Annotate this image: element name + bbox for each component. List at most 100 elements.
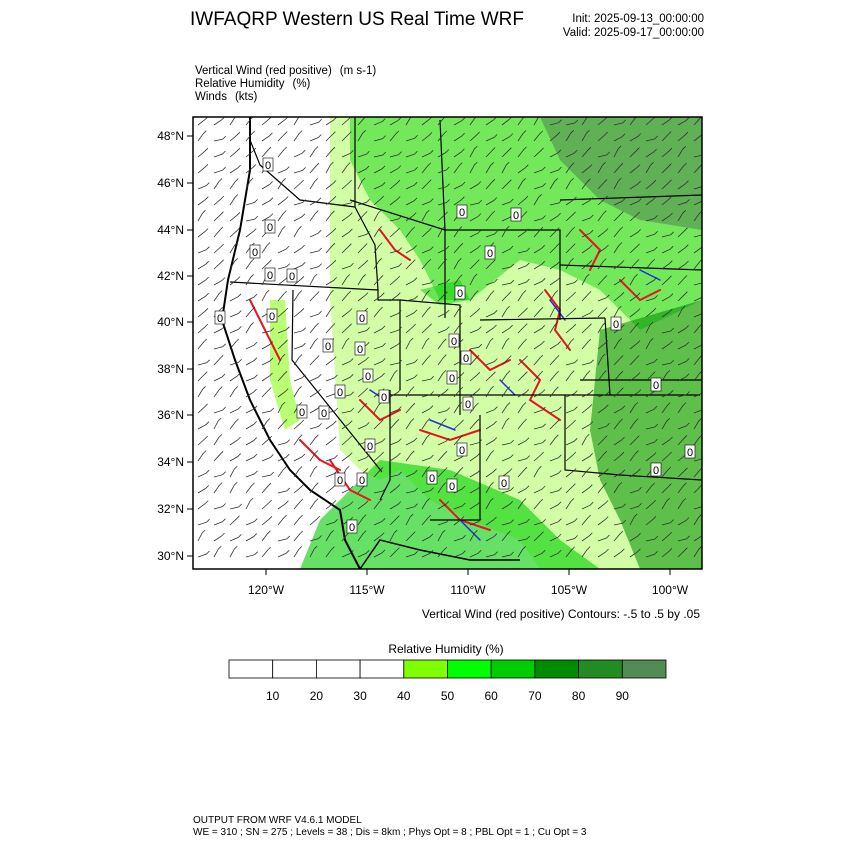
wind-barb [293, 149, 306, 158]
wind-barb [325, 228, 337, 238]
wind-barb [613, 338, 622, 350]
wind-barb [501, 337, 510, 350]
wind-barb [197, 485, 209, 494]
wind-barb [213, 417, 222, 430]
wind-barb [309, 146, 319, 158]
wind-barb [517, 146, 527, 158]
wind-barb [693, 296, 702, 302]
wind-barb [341, 452, 353, 462]
wind-barb [341, 243, 352, 254]
wind-barb [501, 487, 514, 494]
wind-barb [325, 323, 336, 334]
wind-barb [421, 498, 430, 510]
contour-label-box [460, 350, 472, 365]
wind-barb [437, 407, 450, 414]
wind-barb [373, 135, 386, 142]
wind-barb [325, 210, 335, 222]
colorbar-swatch [315, 659, 361, 679]
wind-barb [485, 371, 496, 382]
wind-barb [517, 389, 530, 398]
contour-zero-label: 0 [334, 472, 346, 487]
field-label-relative-humidity: Relative Humidity (%) [195, 78, 318, 90]
wind-barb [613, 355, 624, 366]
wind-barb [213, 211, 224, 222]
wind-barb [325, 289, 334, 302]
wind-barb [581, 370, 591, 382]
wind-barb [581, 197, 594, 206]
field-unit: (%) [292, 78, 311, 90]
wind-barb [693, 200, 702, 206]
wind-barb [373, 518, 386, 526]
contour-zero-label: 0 [484, 245, 496, 260]
contour-zero-label: 0 [362, 368, 374, 383]
border-line [359, 539, 520, 569]
wind-barb [677, 291, 688, 302]
wind-barb [197, 228, 209, 238]
wind-barb [677, 482, 687, 494]
wind-barb [341, 162, 351, 174]
wind-barb [197, 261, 209, 270]
colorbar-title: Relative Humidity (%) [388, 642, 504, 656]
wind-barb [213, 434, 223, 446]
wind-barb [437, 130, 447, 142]
field-name: Vertical Wind (red positive) [195, 65, 332, 77]
wind-barb [309, 423, 322, 430]
wind-barb [645, 258, 655, 270]
contour-zero-label: 0 [684, 444, 696, 459]
wind-barb [565, 119, 579, 126]
contour-label-text: 0 [429, 473, 435, 485]
page-title: IWFAQRP Western US Real Time WRF [190, 9, 524, 30]
wind-barb [245, 497, 254, 510]
wind-barb [581, 514, 591, 526]
wind-barb [661, 260, 673, 270]
wind-barb [421, 533, 434, 542]
wind-barb [277, 439, 290, 446]
wind-barb [213, 259, 224, 270]
wind-barb [277, 131, 288, 142]
wind-barb [437, 546, 448, 558]
wind-barb [245, 215, 259, 222]
wind-barb [501, 402, 511, 414]
wind-barb [373, 182, 386, 190]
wind-barb [613, 519, 627, 526]
lat-label: 32°N [157, 502, 184, 516]
wind-barb [373, 275, 384, 286]
wind-barb [229, 242, 238, 254]
wind-barb [613, 177, 622, 190]
wind-barb [373, 258, 382, 270]
wind-barb [421, 323, 432, 334]
wind-barb [389, 151, 402, 158]
contour-label-box [484, 245, 496, 260]
wind-barb [325, 306, 335, 318]
wind-barb [197, 308, 209, 318]
wind-barb [517, 130, 527, 142]
wind-barb [581, 164, 593, 174]
wind-barb [293, 530, 303, 542]
wind-barb [309, 535, 322, 542]
wind-barb [693, 546, 702, 558]
contour-label-box [456, 204, 468, 219]
wind-barb [357, 150, 370, 158]
wind-barb [677, 131, 689, 142]
contour-zero-label: 0 [266, 308, 278, 323]
wind-barb [261, 289, 270, 302]
wind-barb [293, 179, 304, 190]
wind-barb [309, 310, 322, 318]
wind-barb [469, 469, 481, 478]
wind-barb [309, 162, 320, 174]
wind-barb [437, 418, 447, 430]
wind-barb [357, 356, 369, 366]
colorbar-swatch [621, 659, 667, 679]
wind-barb [229, 178, 239, 190]
wind-barb [565, 535, 578, 542]
contour-zero-label: 0 [346, 519, 358, 534]
wind-barb [309, 119, 322, 126]
wind-barb [197, 450, 207, 462]
wind-barb [533, 370, 544, 382]
wind-barb [517, 418, 527, 430]
wind-barb [517, 323, 528, 334]
wind-barb [677, 422, 690, 430]
wind-barb [437, 309, 450, 318]
wind-barb [645, 295, 658, 302]
